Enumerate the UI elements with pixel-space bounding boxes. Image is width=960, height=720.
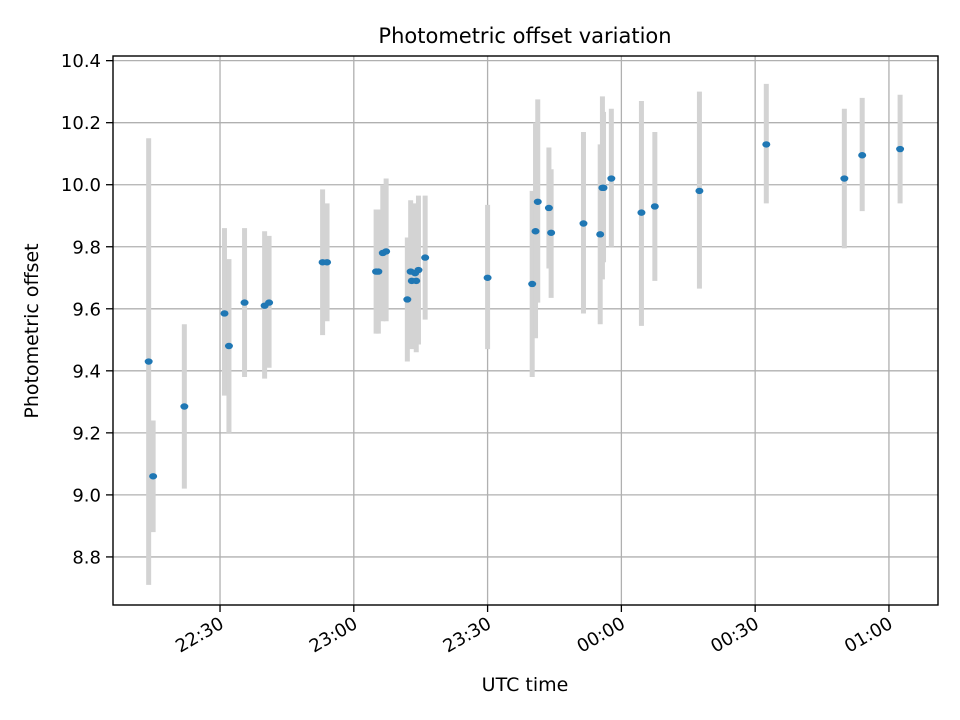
data-point	[528, 280, 537, 288]
data-point	[599, 184, 608, 192]
data-points	[144, 141, 905, 480]
data-point	[149, 473, 158, 480]
y-tick-label: 9.8	[72, 237, 101, 258]
data-point	[180, 403, 189, 410]
data-point	[220, 310, 229, 317]
data-point	[403, 296, 412, 303]
y-axis: 8.8 9.0 9.2 9.4 9.6 9.8 10.0 10.2 10.4	[61, 51, 113, 568]
plot-frame	[112, 55, 939, 606]
y-tick-label: 10.4	[61, 51, 101, 72]
y-tick-label: 9.6	[72, 299, 101, 320]
y-tick-label: 9.2	[72, 423, 101, 444]
data-point	[412, 277, 421, 285]
data-point	[144, 358, 153, 365]
data-point	[374, 268, 383, 275]
grid-lines	[113, 56, 938, 605]
data-point	[323, 259, 332, 266]
y-tick-label: 9.4	[72, 361, 101, 382]
y-tick-label: 8.8	[72, 547, 101, 568]
data-point	[240, 299, 249, 306]
data-point	[224, 342, 233, 350]
data-point	[265, 299, 274, 306]
data-point	[858, 152, 867, 159]
y-axis-label: Photometric offset	[21, 243, 43, 418]
y-tick-label: 10.2	[61, 113, 101, 134]
data-point	[762, 141, 771, 148]
data-point	[382, 248, 391, 255]
x-axis-label: UTC time	[482, 674, 569, 696]
y-tick-label: 10.0	[61, 175, 101, 196]
data-point	[533, 198, 542, 205]
data-point	[607, 175, 616, 182]
y-tick-label: 9.0	[72, 485, 101, 506]
data-point	[414, 266, 423, 274]
data-point	[695, 187, 704, 195]
data-point	[637, 209, 646, 216]
data-point	[421, 254, 430, 261]
data-point	[531, 228, 540, 235]
data-point	[579, 220, 588, 227]
chart-title: Photometric offset variation	[378, 24, 671, 48]
data-point	[596, 231, 605, 238]
data-point	[840, 175, 849, 182]
data-point	[483, 274, 492, 281]
data-point	[547, 229, 556, 236]
data-point	[650, 203, 659, 210]
data-point	[544, 204, 553, 212]
data-point	[896, 145, 905, 153]
